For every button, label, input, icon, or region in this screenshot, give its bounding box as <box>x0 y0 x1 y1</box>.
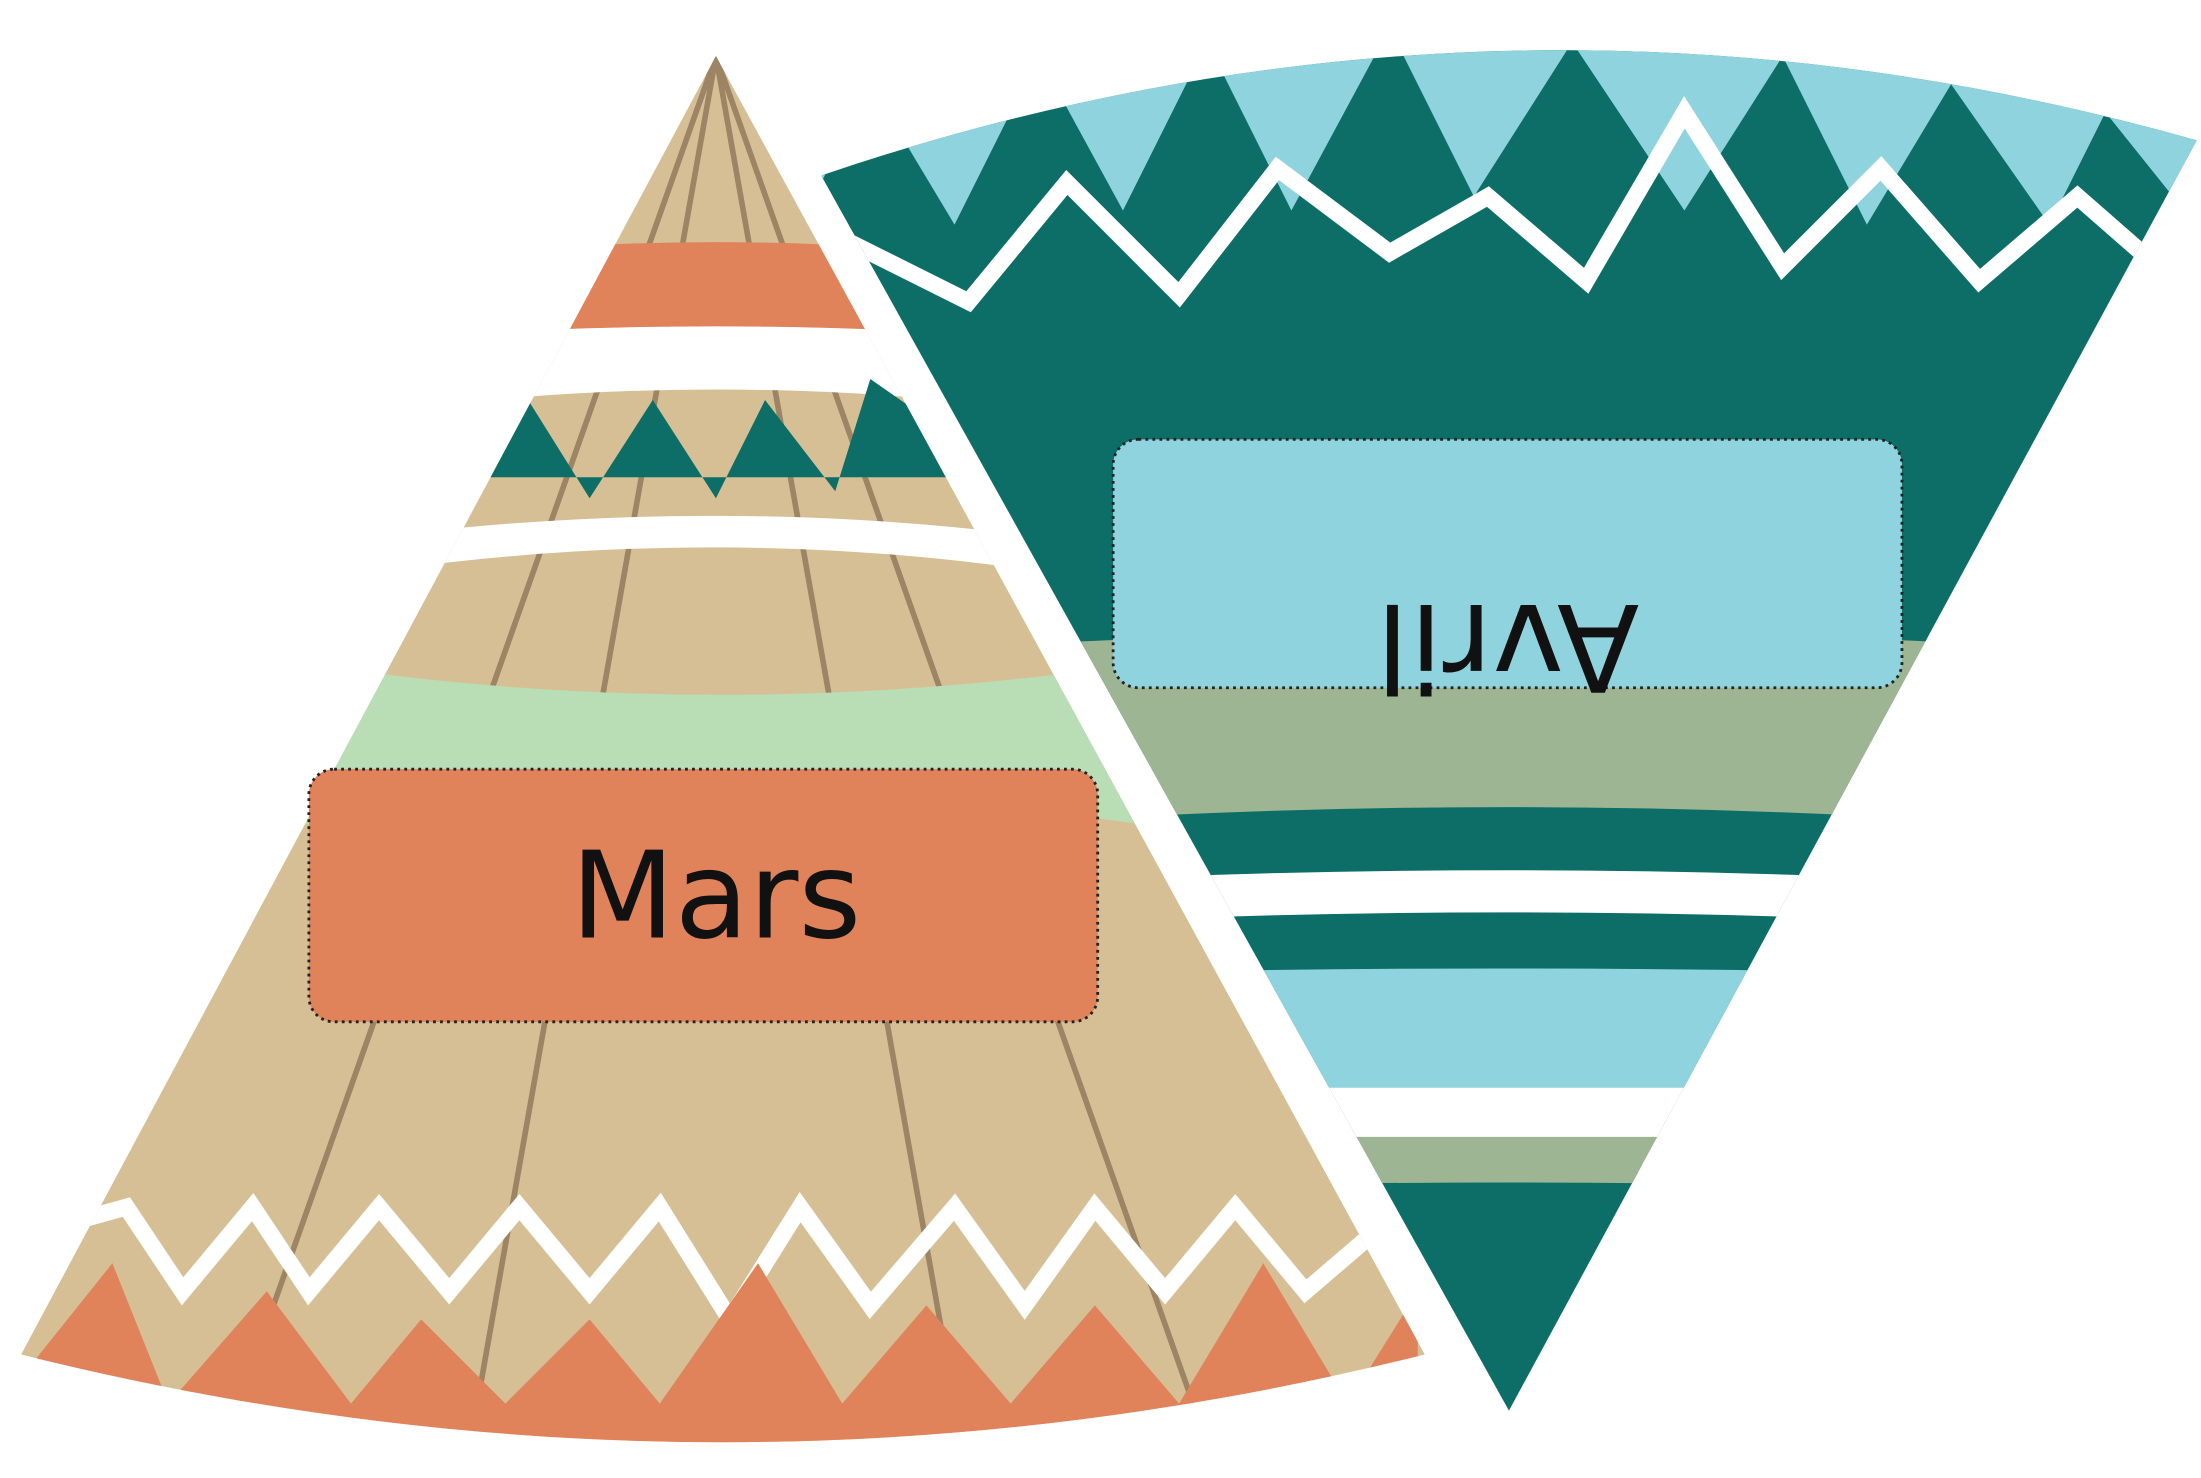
month-label: Mars <box>571 827 862 967</box>
teepee-illustration: Mars Avril <box>0 0 2201 1478</box>
page: Mars Avril (() => { const data = JSON.pa… <box>0 0 2201 1478</box>
month-label: Avril <box>1376 576 1640 716</box>
